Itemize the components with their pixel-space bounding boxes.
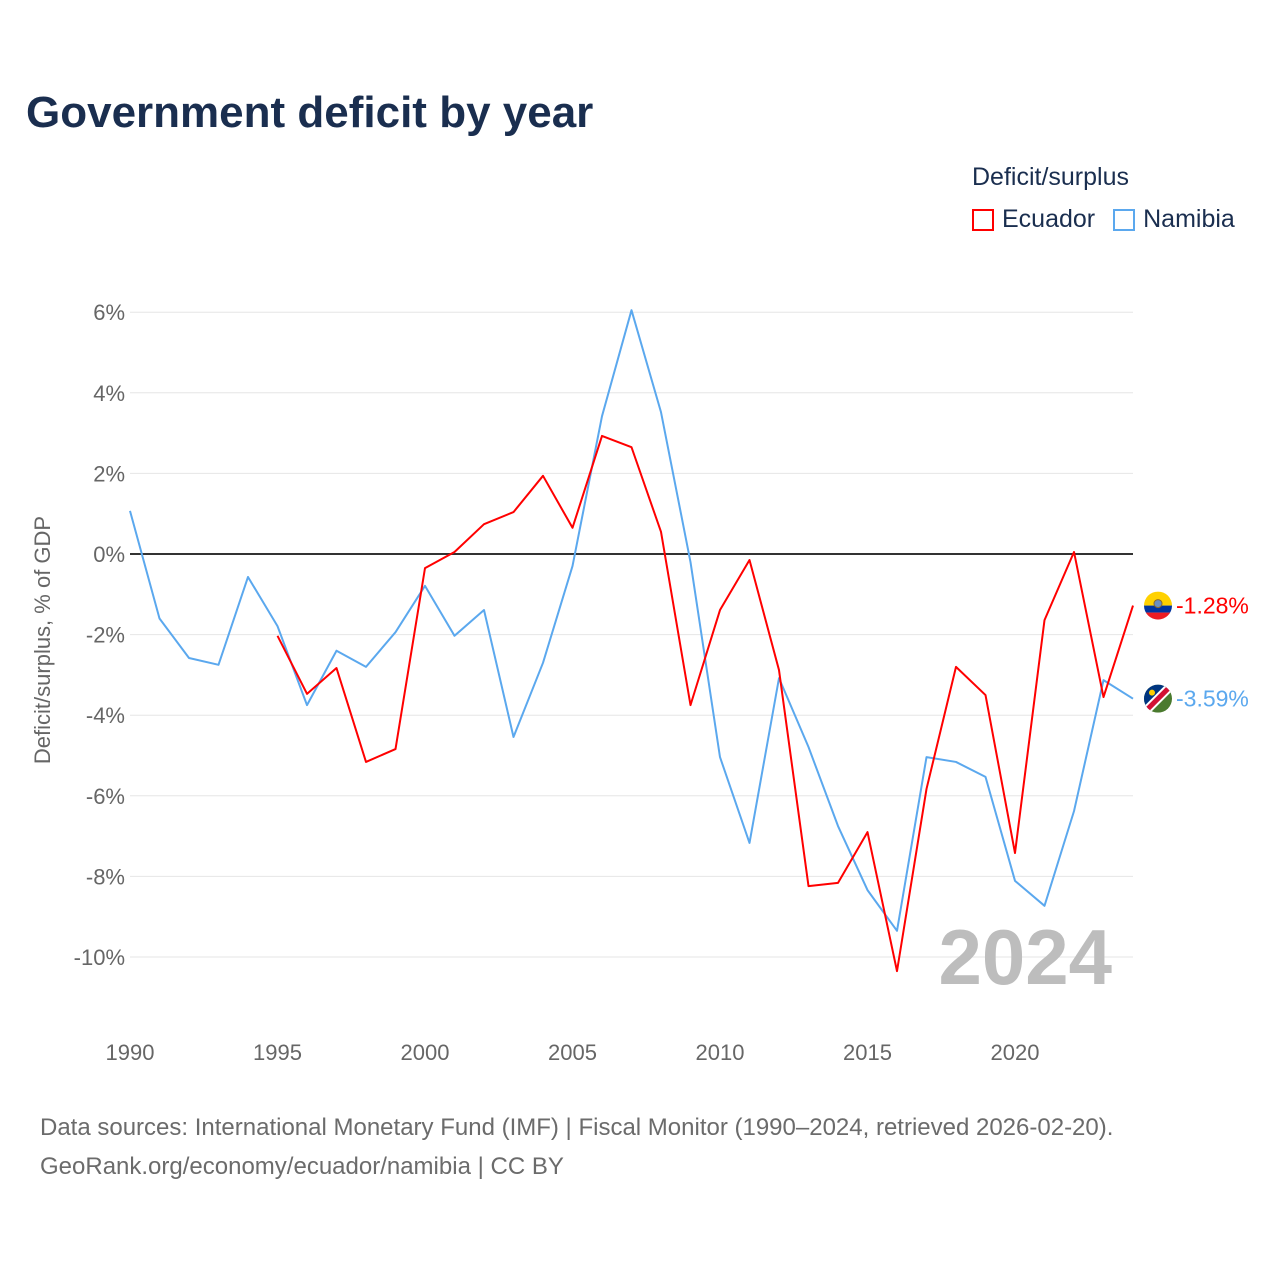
- legend-swatch-ecuador[interactable]: [972, 208, 994, 231]
- end-label-ecuador: -1.28%: [1176, 593, 1249, 619]
- y-tick-label: -10%: [74, 945, 125, 970]
- x-tick-label: 2015: [843, 1040, 892, 1065]
- x-tick-label: 2000: [401, 1040, 450, 1065]
- flag-emblem: [1153, 599, 1163, 609]
- legend-title: Deficit/surplus: [972, 163, 1129, 191]
- x-tick-label: 1995: [253, 1040, 302, 1065]
- end-label-namibia: -3.59%: [1176, 686, 1249, 712]
- flag-ecuador-icon: [1144, 591, 1172, 620]
- legend: Ecuador Namibia: [972, 205, 1235, 234]
- legend-label-ecuador[interactable]: Ecuador: [1002, 205, 1096, 233]
- year-watermark: 2024: [938, 913, 1112, 1001]
- flag-stripe: [1144, 591, 1172, 606]
- source-line-2: GeoRank.org/economy/ecuador/namibia | CC…: [40, 1153, 564, 1180]
- legend-swatch-namibia[interactable]: [1113, 208, 1136, 231]
- source-note: Data sources: International Monetary Fun…: [40, 1108, 1113, 1186]
- x-tick-label: 2020: [991, 1040, 1040, 1065]
- y-tick-label: 6%: [93, 300, 125, 325]
- series-line-namibia: [129, 309, 1134, 932]
- series-line-ecuador: [276, 434, 1134, 973]
- y-tick-label: 4%: [93, 381, 125, 406]
- chart-title: Government deficit by year: [26, 88, 594, 137]
- flag-namibia-icon: [1144, 684, 1172, 713]
- y-axis-label: Deficit/surplus, % of GDP: [30, 516, 55, 764]
- legend-label-namibia[interactable]: Namibia: [1143, 205, 1235, 233]
- flag-stripe: [1144, 605, 1172, 613]
- x-tick-label: 2010: [696, 1040, 745, 1065]
- y-tick-label: 0%: [93, 542, 125, 567]
- y-tick-label: 2%: [93, 461, 125, 486]
- y-tick-label: -6%: [86, 784, 125, 809]
- flag-sun: [1149, 689, 1155, 696]
- flag-band: [1144, 684, 1172, 713]
- y-tick-label: -8%: [86, 864, 125, 889]
- x-tick-label: 1990: [106, 1040, 155, 1065]
- source-line-1: Data sources: International Monetary Fun…: [40, 1114, 1114, 1141]
- y-tick-label: -2%: [86, 623, 125, 648]
- x-tick-label: 2005: [548, 1040, 597, 1065]
- flag-stripe: [1144, 612, 1172, 620]
- y-tick-label: -4%: [86, 703, 125, 728]
